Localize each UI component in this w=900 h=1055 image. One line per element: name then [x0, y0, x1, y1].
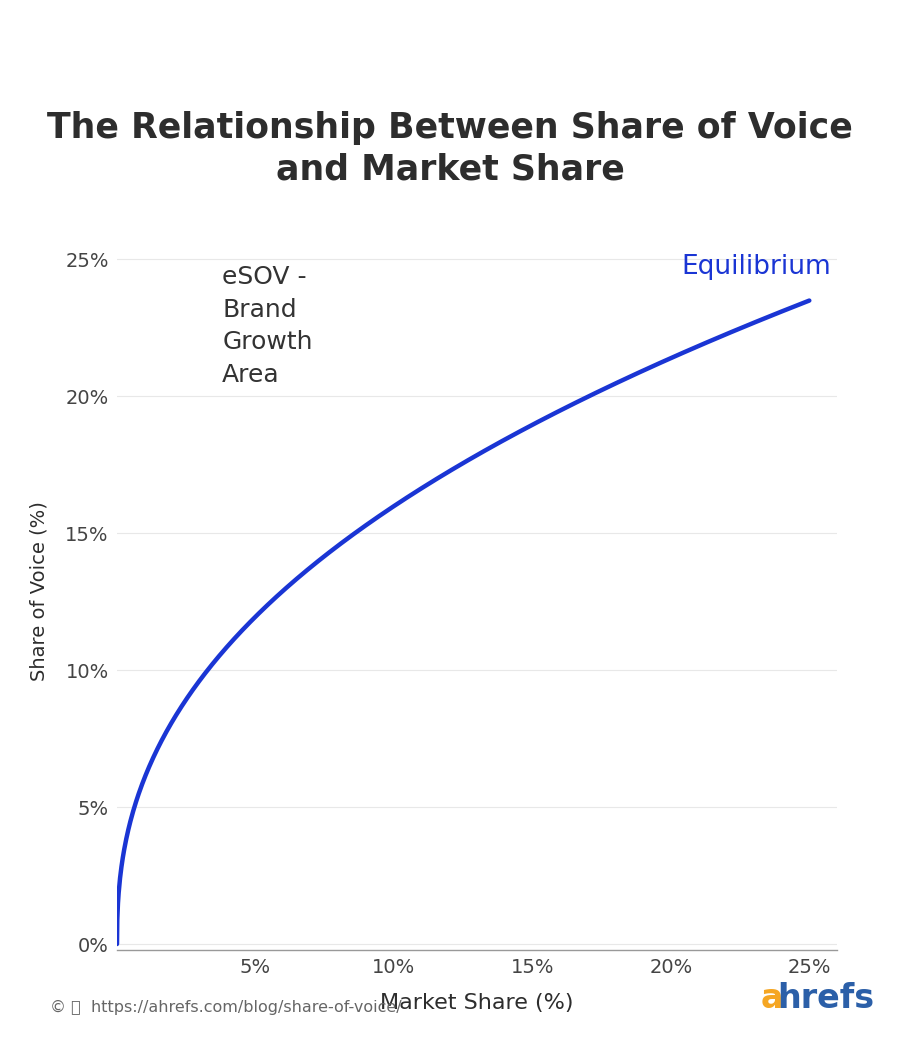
Text: The Relationship Between Share of Voice
and Market Share: The Relationship Between Share of Voice … [47, 111, 853, 187]
X-axis label: Market Share (%): Market Share (%) [380, 994, 574, 1014]
Text: a: a [760, 982, 783, 1015]
Text: eSOV -
Brand
Growth
Area: eSOV - Brand Growth Area [222, 265, 312, 386]
Y-axis label: Share of Voice (%): Share of Voice (%) [30, 501, 49, 680]
Text: Equilibrium: Equilibrium [681, 254, 832, 280]
Text: © ⓘ  https://ahrefs.com/blog/share-of-voice/: © ⓘ https://ahrefs.com/blog/share-of-voi… [50, 1000, 401, 1015]
Text: hrefs: hrefs [778, 982, 875, 1015]
